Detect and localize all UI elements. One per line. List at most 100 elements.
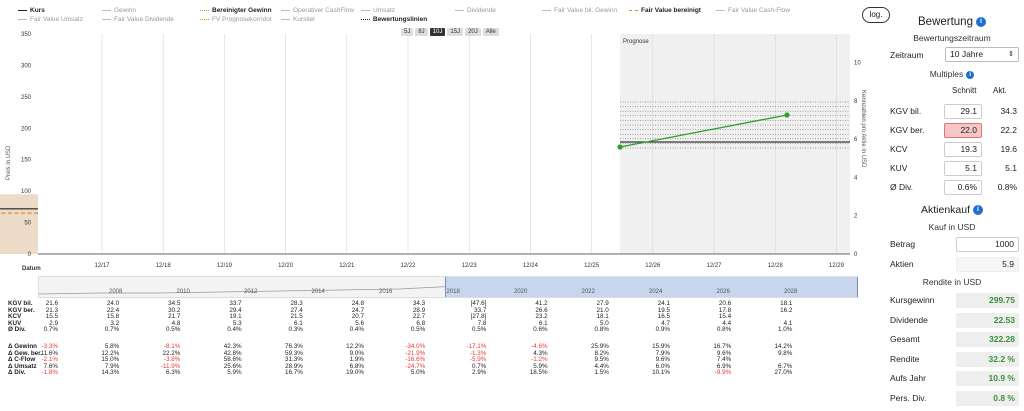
legend-bewertungslinien[interactable]: Bewertungslinien bbox=[361, 16, 427, 23]
betrag-label: Betrag bbox=[890, 239, 916, 249]
rendite-subtitle: Rendite in USD bbox=[922, 277, 982, 287]
legend-operativer-cashflow[interactable]: Operativer CashFlow bbox=[281, 7, 354, 14]
table-cell: -4.6% bbox=[531, 343, 548, 350]
table-cell: 22.4 bbox=[106, 306, 120, 314]
legend-fair-value-bil-gewinn[interactable]: Fair Value bil. Gewinn bbox=[542, 7, 617, 14]
table-cell: 9.6% bbox=[716, 349, 732, 357]
zeitraum-select[interactable]: 10 Jahre ⇕ bbox=[945, 47, 1019, 62]
aktien-label: Aktien bbox=[890, 259, 914, 269]
y-left-tick: 0 bbox=[28, 252, 32, 258]
y-right-tick: 8 bbox=[854, 99, 858, 105]
table-cell: 1.5% bbox=[594, 369, 609, 377]
multiple-akt-value: 22.2 bbox=[1000, 125, 1017, 135]
betrag-input[interactable]: 1000 bbox=[956, 237, 1019, 252]
legend-fair-value-bereinigt[interactable]: Fair Value bereinigt bbox=[629, 7, 701, 14]
table-cell: 28.9% bbox=[284, 362, 303, 370]
legend-kurstiel[interactable]: Kurstiel bbox=[281, 16, 315, 23]
navigator-year: 2008 bbox=[109, 289, 123, 295]
range-20j[interactable]: 20J bbox=[465, 28, 481, 36]
legend-dividende[interactable]: Dividende bbox=[455, 7, 496, 14]
table-row: KUV 2.9 3.2 4.8 5.3 6.1 5.6 6.8 7.8 6.1 5.0 4.7 4.4 4… bbox=[8, 319, 868, 328]
table-cell: 6.1 bbox=[538, 319, 548, 327]
kauf-title: Aktienkauf i bbox=[880, 204, 1024, 216]
table-cell: 24.7 bbox=[351, 306, 364, 314]
zeitraum-label: Zeitraum bbox=[890, 50, 924, 60]
table-cell: 22.2% bbox=[162, 349, 181, 357]
table-cell: -17.1% bbox=[466, 343, 487, 350]
table-cell: 16.2 bbox=[780, 306, 793, 314]
result-label: Rendite bbox=[890, 353, 920, 364]
table-cell: 19.1 bbox=[229, 313, 242, 321]
legend-kurs[interactable]: Kurs bbox=[18, 7, 45, 14]
result-label: Kursgewinn bbox=[890, 295, 935, 305]
table-cell: 76.3% bbox=[284, 343, 303, 350]
legend-bereinigter-gewinn[interactable]: Bereinigter Gewinn bbox=[200, 7, 272, 14]
table-cell: 41.2 bbox=[535, 300, 548, 307]
table-cell: -1.2% bbox=[531, 356, 548, 364]
target-line bbox=[619, 114, 788, 148]
info-icon[interactable]: i bbox=[966, 70, 975, 79]
result-value: 10.9 % bbox=[956, 371, 1019, 386]
range-5j[interactable]: 5J bbox=[401, 28, 414, 36]
multiple-schnitt-input[interactable]: 29.1 bbox=[944, 104, 982, 119]
table-row: KGV bil. 21.6 24.0 34.5 33.7 28.3 24.8 34.3 [47.… bbox=[8, 300, 868, 308]
table-cell: -21.9% bbox=[405, 349, 426, 357]
table-cell: 26.6 bbox=[535, 306, 548, 314]
col-akt: Akt. bbox=[993, 86, 1007, 95]
range-15j[interactable]: 15J bbox=[447, 28, 464, 36]
table-cell: 28.9 bbox=[412, 306, 426, 314]
table-cell: 10.1% bbox=[652, 369, 670, 377]
table-cell: 2.9% bbox=[472, 369, 487, 377]
range-alle[interactable]: Alle bbox=[482, 28, 499, 36]
legend-fv-prognosekorridor[interactable]: FV Prognosekorridor bbox=[200, 16, 272, 23]
table-cell: 58.6% bbox=[223, 356, 242, 364]
row-label: Ø Div. bbox=[8, 326, 26, 334]
range-10j[interactable]: 10J bbox=[429, 28, 446, 36]
multiple-schnitt-input[interactable]: 22.0 bbox=[944, 123, 982, 138]
legend-fair-value-umsatz[interactable]: Fair Value Umsatz bbox=[18, 16, 83, 23]
log-scale-button[interactable]: log. bbox=[862, 7, 890, 23]
table-cell: 19.5 bbox=[657, 306, 670, 314]
table-cell: 22.7 bbox=[412, 313, 426, 321]
result-value: 322.28 bbox=[956, 332, 1019, 347]
left-axis: 0 50 100 150 200 250 300 350 bbox=[21, 32, 32, 258]
legend-gewinn[interactable]: Gewinn bbox=[102, 7, 136, 14]
table-cell: 15.4 bbox=[718, 313, 732, 321]
table-cell: 29.4 bbox=[229, 306, 242, 314]
target-end-point bbox=[784, 112, 790, 118]
info-icon[interactable]: i bbox=[975, 16, 986, 27]
time-navigator[interactable]: 2008 2010 2012 2014 2016 2018 2020 2022 2024 2026… bbox=[38, 276, 858, 298]
table-cell: 4.7 bbox=[661, 319, 670, 327]
legend-umsatz[interactable]: Umsatz bbox=[361, 7, 395, 14]
table-cell: -2.1% bbox=[41, 356, 58, 364]
y-left-tick: 300 bbox=[21, 63, 32, 69]
multiple-schnitt-input[interactable]: 5.1 bbox=[944, 161, 982, 176]
table-cell: 7.9% bbox=[104, 362, 120, 370]
panel-subtitle: Bewertungszeitraum bbox=[913, 33, 991, 43]
info-icon[interactable]: i bbox=[973, 205, 984, 216]
row-label: Δ Umsatz bbox=[8, 362, 37, 370]
table-row: Ø Div. 0.7% 0.7% 0.5% 0.4% 0.3% 0.4% 0.5% 0.5% 0.… bbox=[8, 327, 868, 334]
table-cell: -1.3% bbox=[469, 349, 487, 357]
multiple-schnitt-input[interactable]: 0.6% bbox=[944, 180, 982, 195]
row-label: KGV bil. bbox=[8, 300, 33, 307]
table-cell: -1.8% bbox=[41, 369, 58, 377]
x-tick: 12/25 bbox=[584, 263, 600, 269]
table-cell: 15.8 bbox=[106, 313, 120, 321]
legend-fair-value-dividende[interactable]: Fair Value Dividende bbox=[102, 16, 174, 23]
navigator-selection[interactable] bbox=[445, 277, 858, 297]
multiple-label: KGV bil. bbox=[890, 106, 922, 116]
table-cell: 21.3 bbox=[45, 306, 58, 314]
table-cell: 17.8 bbox=[718, 306, 732, 314]
table-cell: 42.3% bbox=[223, 343, 242, 350]
x-tick: 12/19 bbox=[217, 263, 233, 269]
table-cell: 5.6 bbox=[355, 319, 364, 327]
result-value: 32.2 % bbox=[956, 351, 1019, 367]
multiple-schnitt-input[interactable]: 19.3 bbox=[944, 142, 982, 157]
legend-fair-value-cashflow[interactable]: Fair Value Cash-Flow bbox=[716, 7, 790, 14]
table-cell: 23.2 bbox=[535, 313, 548, 321]
range-8j[interactable]: 8J bbox=[415, 28, 428, 36]
table-cell: 11.6% bbox=[40, 349, 58, 357]
table-cell: 27.9 bbox=[596, 300, 609, 307]
table-cell: 5.0 bbox=[600, 319, 609, 327]
